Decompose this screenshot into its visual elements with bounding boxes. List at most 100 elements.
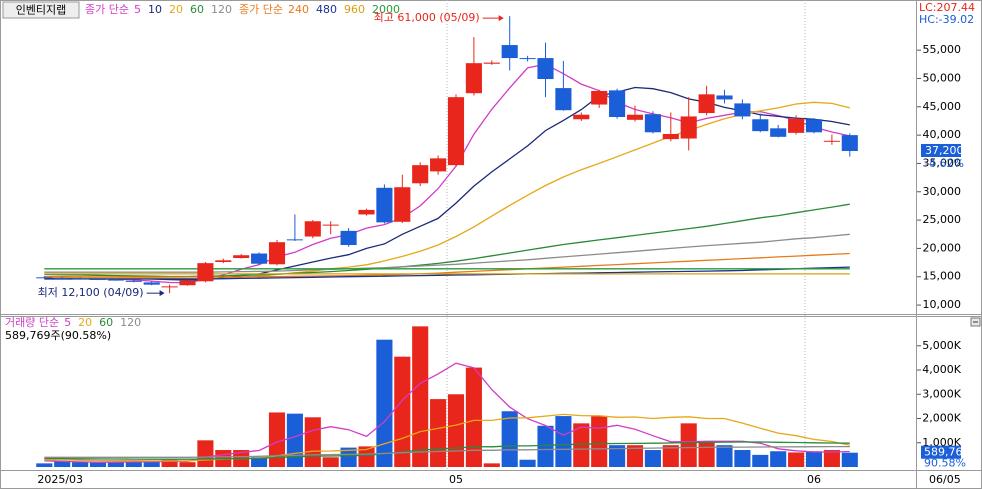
volume-bar xyxy=(125,462,142,467)
volume-bar xyxy=(143,460,160,467)
candle-body xyxy=(770,128,787,137)
volume-bar xyxy=(609,445,626,467)
moving-average-line xyxy=(44,252,850,278)
legend-entry: 5 xyxy=(134,3,141,16)
candle-body xyxy=(54,277,71,279)
volume-bar xyxy=(322,457,339,467)
low-annotation: 최저 12,100 (04/09) xyxy=(38,286,144,299)
volume-bar xyxy=(573,423,590,467)
legend-entry: 10 xyxy=(148,3,162,16)
candle-body xyxy=(358,209,375,215)
candle-body xyxy=(89,279,107,281)
moving-average-line xyxy=(44,266,850,280)
y-tick-label: 45,000 xyxy=(923,100,962,113)
candle-body xyxy=(841,135,858,151)
y-tick-label: 2,000K xyxy=(922,412,961,425)
candle-body xyxy=(251,253,268,264)
candle-body xyxy=(662,133,679,140)
moving-average-line xyxy=(44,413,850,462)
legend-entry: 20 xyxy=(78,316,92,329)
y-tick-label: 50,000 xyxy=(923,71,962,84)
volume-bar xyxy=(626,445,644,467)
volume-bar xyxy=(644,450,661,467)
candle-body xyxy=(483,62,500,64)
legend-entry: 480 xyxy=(316,3,337,16)
candle-body xyxy=(143,282,160,285)
legend-entry: 60 xyxy=(190,3,204,16)
volume-bar xyxy=(788,452,805,467)
volume-bar xyxy=(823,450,840,467)
volume-bar xyxy=(752,454,769,467)
candle-body xyxy=(430,158,447,172)
volume-bar xyxy=(555,416,572,467)
volume-bar xyxy=(340,447,357,467)
volume-bar xyxy=(591,416,608,467)
volume-bar xyxy=(412,326,429,467)
volume-bar xyxy=(72,462,89,467)
volume-bar xyxy=(501,411,518,467)
candle-body xyxy=(376,187,393,223)
volume-bar xyxy=(519,459,536,467)
volume-bar xyxy=(805,451,823,467)
candle-body xyxy=(823,140,840,142)
legend-entry: 5 xyxy=(64,316,71,329)
volume-bar xyxy=(447,394,465,467)
volume-bar xyxy=(483,463,500,467)
high-annotation: 최고 61,000 (05/09) xyxy=(374,11,480,24)
moving-average-line xyxy=(44,441,850,460)
volume-bar xyxy=(841,452,858,467)
y-tick-label: 10,000 xyxy=(923,298,962,311)
volume-bar xyxy=(680,423,697,467)
candle-body xyxy=(340,230,357,246)
volume-bar xyxy=(286,413,303,467)
candle-body xyxy=(626,114,644,120)
volume-bar xyxy=(161,459,178,467)
candle-body xyxy=(412,165,429,184)
volume-info: 589,769주(90.58%) xyxy=(5,329,111,342)
legend-group-label: 종가 단순 xyxy=(239,3,283,16)
y-tick-label: 55,000 xyxy=(923,43,962,56)
candle-body xyxy=(233,255,250,259)
candle-body xyxy=(304,221,321,237)
candle-body xyxy=(161,286,178,288)
legend-entry: 240 xyxy=(288,3,309,16)
x-tick-label: 06 xyxy=(807,473,821,486)
candle-body xyxy=(698,94,715,114)
candle-body xyxy=(394,187,411,222)
moving-average-line xyxy=(44,86,850,281)
candle-body xyxy=(465,63,482,94)
volume-bar xyxy=(107,461,124,467)
candle-body xyxy=(125,280,142,282)
candle-body xyxy=(752,119,769,132)
candle-body xyxy=(179,280,196,286)
candle-body xyxy=(197,263,214,282)
y-tick-label: 25,000 xyxy=(923,213,962,226)
volume-bar xyxy=(197,440,214,467)
volume-bar xyxy=(36,463,53,467)
y-tick-label: 40,000 xyxy=(923,128,962,141)
volume-bar xyxy=(54,460,71,467)
y-tick-label: 4,000K xyxy=(922,363,961,376)
candle-body xyxy=(286,239,303,241)
volume-bar xyxy=(251,457,268,467)
y-tick-label: 35,000 xyxy=(923,156,962,169)
candle-body xyxy=(609,90,626,117)
volume-bar xyxy=(394,356,411,467)
y-tick-label: 5,000K xyxy=(922,339,961,352)
volume-bar xyxy=(179,462,196,467)
last-volume-box xyxy=(921,445,961,459)
volume-bar xyxy=(698,442,715,467)
legend-entry: 60 xyxy=(99,316,113,329)
chart-title: 인벤티지랩 xyxy=(16,4,67,17)
last-volume-label: 589,769 xyxy=(924,446,970,459)
annotation-arrow-head xyxy=(159,290,165,297)
candle-body xyxy=(680,116,697,139)
x-tick-label: 2025/03 xyxy=(37,473,83,486)
volume-bar xyxy=(358,446,375,467)
moving-average-line xyxy=(44,233,850,273)
annotation-arrow-head xyxy=(498,15,504,22)
candle-body xyxy=(537,58,554,80)
volume-bar xyxy=(304,417,321,467)
